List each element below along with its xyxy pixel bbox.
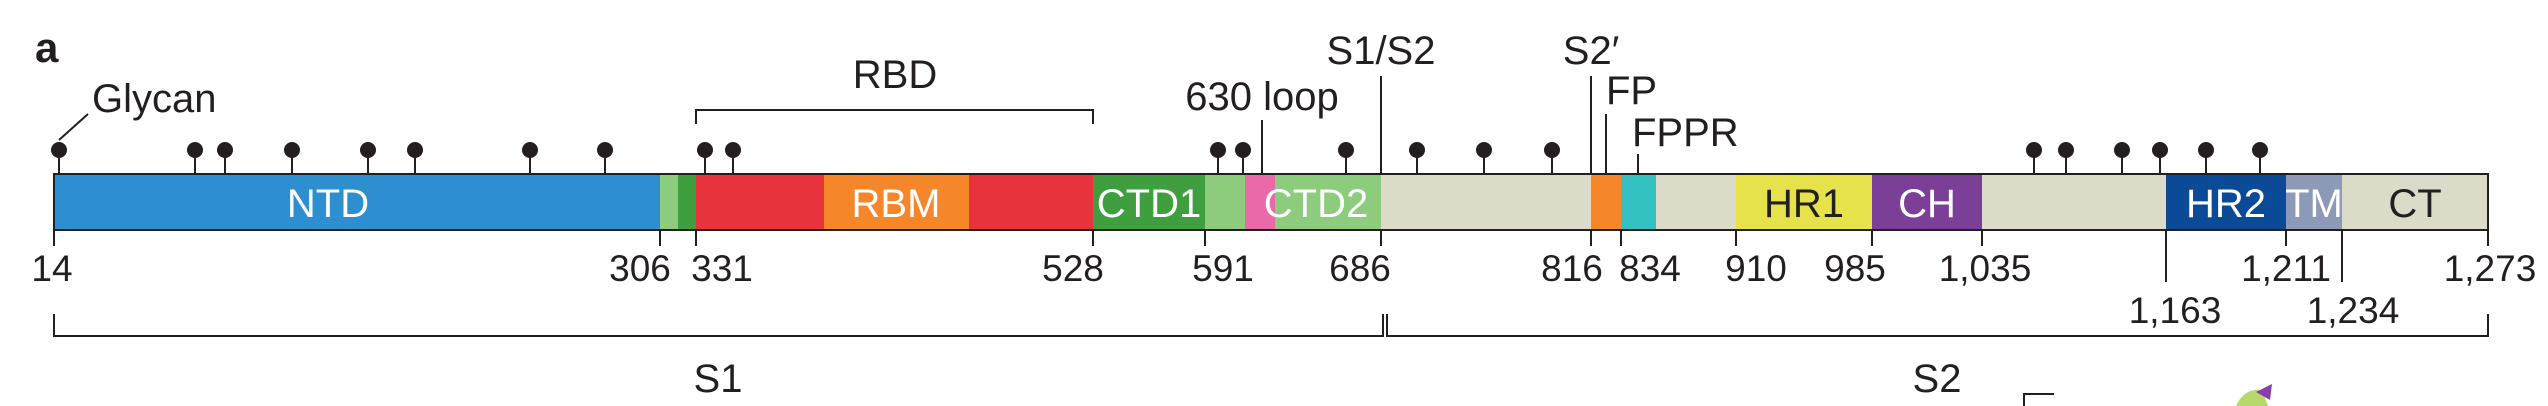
glycan-marker <box>51 142 67 158</box>
domain-s2-gap-3 <box>1982 174 2166 230</box>
residue-1273: 1,273 <box>2444 248 2537 289</box>
ctd2-label: CTD2 <box>1264 182 1368 226</box>
s1-label: S1 <box>694 357 743 401</box>
s2-bracket <box>1386 314 2489 337</box>
domain-rbd-light <box>660 174 678 230</box>
bar-outline <box>53 173 2489 231</box>
residue-331: 331 <box>691 248 753 289</box>
residue-ticks <box>53 230 2489 282</box>
domain-rbd-green <box>678 174 696 230</box>
glycan-marker <box>597 142 613 158</box>
domain-ntd <box>54 174 660 230</box>
glycan-marker <box>1544 142 1560 158</box>
domain-s2-gap-2 <box>1656 174 1736 230</box>
glycan-marker <box>1235 142 1251 158</box>
glycan-marker <box>284 142 300 158</box>
domain-hr2 <box>2166 174 2286 230</box>
domain-s2-gap-1 <box>1381 174 1591 230</box>
domain-ctd1 <box>1093 174 1205 230</box>
glycan-marker <box>1476 142 1492 158</box>
residue-834: 834 <box>1619 248 1681 289</box>
glycan-marker <box>2114 142 2130 158</box>
domain-rbd-red-2 <box>969 174 1093 230</box>
s2-label: S2 <box>1913 357 1962 401</box>
glycan-label: Glycan <box>92 77 217 121</box>
ch-label: CH <box>1898 182 1956 226</box>
hr1-label: HR1 <box>1764 182 1844 226</box>
domain-bar <box>53 173 2489 231</box>
domain-hr1 <box>1736 174 1872 230</box>
domain-ctd1-light <box>1205 174 1245 230</box>
domain-tm <box>2286 174 2342 230</box>
glycan-marker <box>1409 142 1425 158</box>
rbm-label: RBM <box>852 182 941 226</box>
glycan-markers <box>51 142 2268 174</box>
rbd-bracket <box>695 109 1094 124</box>
residue-1035: 1,035 <box>1939 248 2032 289</box>
panel-label: a <box>35 24 59 71</box>
glycan-marker <box>2152 142 2168 158</box>
glycan-marker <box>522 142 538 158</box>
domain-rbm <box>824 174 969 230</box>
s1s2-label: S1/S2 <box>1327 29 1436 73</box>
rbd-label: RBD <box>853 53 937 97</box>
glycan-marker <box>407 142 423 158</box>
residue-1234: 1,234 <box>2307 290 2400 331</box>
glycan-marker <box>725 142 741 158</box>
residue-686: 686 <box>1329 248 1391 289</box>
glycan-pointer <box>58 113 89 141</box>
fp-label: FP <box>1606 69 1657 113</box>
ctd1-label: CTD1 <box>1097 182 1201 226</box>
residue-910: 910 <box>1725 248 1787 289</box>
ct-label: CT <box>2388 182 2441 226</box>
residue-816: 816 <box>1541 248 1603 289</box>
glycan-marker <box>2058 142 2074 158</box>
cropped-bracket-fragment <box>2023 393 2054 406</box>
glycan-marker <box>1338 142 1354 158</box>
ntd-label: NTD <box>287 182 369 226</box>
fppr-label: FPPR <box>1632 111 1739 155</box>
residue-528: 528 <box>1042 248 1104 289</box>
hr2-label: HR2 <box>2186 182 2266 226</box>
glycan-marker <box>2026 142 2042 158</box>
glycan-marker <box>2252 142 2268 158</box>
glycan-marker <box>1210 142 1226 158</box>
domain-ct <box>2342 174 2488 230</box>
loop-label: 630 loop <box>1185 75 1338 119</box>
domain-fppr <box>1621 174 1656 230</box>
cropped-structure-fragment-purple <box>2256 384 2272 400</box>
domain-rbd-red-1 <box>696 174 824 230</box>
residue-14: 14 <box>31 248 72 289</box>
glycan-marker <box>360 142 376 158</box>
residue-985: 985 <box>1824 248 1886 289</box>
s1-bracket <box>53 314 1384 337</box>
glycan-marker <box>2198 142 2214 158</box>
domain-ch <box>1872 174 1982 230</box>
residue-1211: 1,211 <box>2241 248 2331 289</box>
domain-fp <box>1591 174 1621 230</box>
glycan-marker <box>697 142 713 158</box>
residue-591: 591 <box>1192 248 1254 289</box>
domain-loop-pink <box>1245 174 1275 230</box>
tm-label: TM <box>2285 182 2343 226</box>
domain-ctd2 <box>1275 174 1381 230</box>
s2prime-label: S2′ <box>1563 29 1619 73</box>
residue-306: 306 <box>609 248 671 289</box>
glycan-marker <box>187 142 203 158</box>
residue-1163: 1,163 <box>2129 290 2222 331</box>
glycan-marker <box>217 142 233 158</box>
